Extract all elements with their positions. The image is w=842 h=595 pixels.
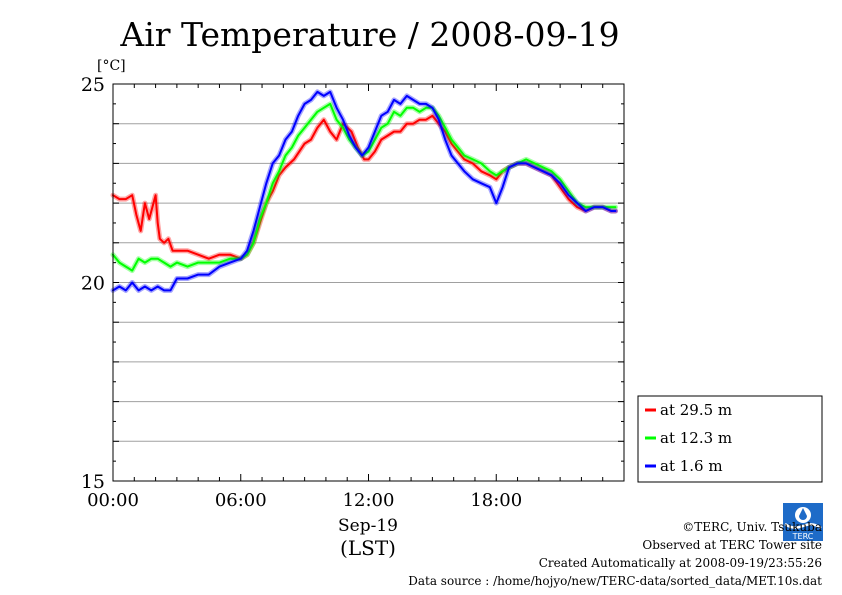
series-lines [113, 92, 616, 291]
x-tick-label: 00:00 [87, 490, 139, 511]
legend-label: at 12.3 m [660, 429, 732, 447]
footer-created: Created Automatically at 2008-09-19/23:5… [539, 556, 822, 570]
legend-label: at 1.6 m [660, 457, 723, 475]
series-line-0 [113, 116, 616, 259]
chart-title: Air Temperature / 2008-09-19 [119, 15, 619, 54]
legend-label: at 29.5 m [660, 401, 732, 419]
series-halo-2 [113, 92, 616, 291]
x-tick-label: 18:00 [470, 490, 522, 511]
series-line-1 [113, 104, 616, 271]
y-tick-label: 25 [81, 74, 105, 96]
y-tick-label: 20 [81, 273, 105, 295]
footer-data-source: Data source : /home/hojyo/new/TERC-data/… [408, 574, 822, 588]
series-halo-1 [113, 104, 616, 271]
footer-observed: Observed at TERC Tower site [642, 538, 822, 552]
legend: at 29.5 m at 12.3 m at 1.6 m [638, 396, 822, 482]
y-axis-unit-label: [°C] [97, 58, 126, 74]
series-halo-0 [113, 116, 616, 259]
footer-copyright: ©TERC, Univ. Tsukuba [682, 520, 822, 534]
x-tick-label: 06:00 [215, 490, 267, 511]
x-axis-date-label: Sep-19 [338, 516, 398, 536]
air-temperature-chart: Air Temperature / 2008-09-19 [°C] 252015… [0, 0, 842, 595]
x-tick-label: 12:00 [343, 490, 395, 511]
series-line-2 [113, 92, 616, 291]
x-axis-timezone-label: (LST) [340, 536, 396, 560]
